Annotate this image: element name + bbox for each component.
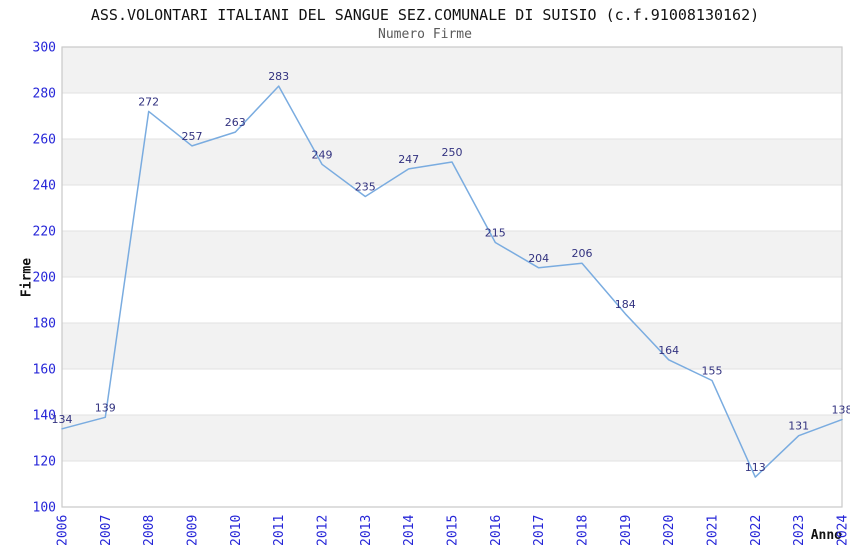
x-tick-label: 2014	[402, 515, 417, 546]
y-tick-label: 280	[33, 87, 56, 102]
y-tick-label: 200	[33, 271, 56, 286]
x-tick-label: 2009	[186, 515, 201, 546]
plot-band	[62, 47, 842, 93]
x-tick-label: 2016	[489, 515, 504, 546]
data-label: 263	[225, 116, 246, 129]
data-label: 134	[52, 413, 73, 426]
x-tick-label: 2023	[792, 515, 807, 546]
data-label: 164	[658, 344, 679, 357]
data-label: 206	[572, 247, 593, 260]
y-tick-label: 120	[33, 455, 56, 470]
plot-band	[62, 93, 842, 139]
plot-border	[61, 46, 843, 508]
x-tick-label: 2010	[229, 515, 244, 546]
x-tick-label: 2015	[446, 515, 461, 546]
y-tick-label: 300	[33, 41, 56, 56]
x-tick-label: 2018	[576, 515, 591, 546]
chart-subtitle: Numero Firme	[378, 27, 472, 42]
x-tick-label: 2019	[619, 515, 634, 546]
data-label: 139	[95, 401, 116, 414]
data-label: 138	[832, 404, 850, 417]
x-tick-label: 2024	[836, 515, 850, 546]
x-axis-title: Anno	[810, 528, 842, 543]
y-tick-label: 240	[33, 179, 56, 194]
y-tick-label: 180	[33, 317, 56, 332]
y-tick-label: 220	[33, 225, 56, 240]
data-label: 250	[442, 146, 463, 159]
x-tick-label: 2022	[749, 515, 764, 546]
data-label: 235	[355, 181, 376, 194]
x-tick-label: 2008	[142, 515, 157, 546]
data-label: 215	[485, 227, 506, 240]
plot-band	[62, 323, 842, 369]
x-tick-label: 2017	[532, 515, 547, 546]
plot-band	[62, 415, 842, 461]
data-label: 204	[528, 252, 549, 265]
data-label: 184	[615, 298, 636, 311]
x-tick-label: 2020	[662, 515, 677, 546]
plot-band	[62, 277, 842, 323]
data-label: 257	[182, 130, 203, 143]
x-tick-label: 2021	[706, 515, 721, 546]
data-label: 113	[745, 461, 766, 474]
plot-band	[62, 231, 842, 277]
data-label: 283	[268, 70, 289, 83]
y-tick-label: 140	[33, 409, 56, 424]
x-tick-label: 2006	[56, 515, 71, 546]
x-tick-label: 2007	[99, 515, 114, 546]
x-tick-label: 2011	[272, 515, 287, 546]
chart-title: ASS.VOLONTARI ITALIANI DEL SANGUE SEZ.CO…	[90, 6, 760, 24]
data-label: 131	[788, 420, 809, 433]
y-tick-label: 160	[33, 363, 56, 378]
y-tick-label: 100	[33, 501, 56, 516]
x-tick-label: 2012	[316, 515, 331, 546]
data-label: 247	[398, 153, 419, 166]
y-tick-label: 260	[33, 133, 56, 148]
data-label: 155	[702, 365, 723, 378]
plot-band	[62, 369, 842, 415]
data-label: 272	[138, 95, 159, 108]
plot-band	[62, 461, 842, 507]
x-tick-label: 2013	[359, 515, 374, 546]
plot-band	[62, 185, 842, 231]
data-label: 249	[312, 148, 333, 161]
data-line	[61, 85, 843, 478]
